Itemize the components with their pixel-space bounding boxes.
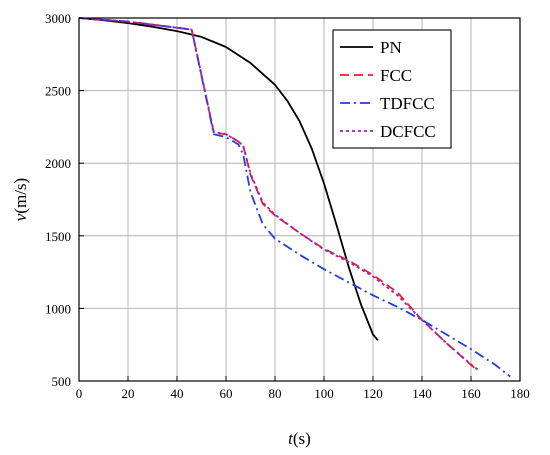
y-tick-label: 1500 xyxy=(45,229,71,244)
y-tick-label: 2500 xyxy=(45,84,71,99)
x-tick-label: 80 xyxy=(269,386,282,401)
y-tick-label: 3000 xyxy=(45,11,71,26)
x-tick-label: 140 xyxy=(412,386,432,401)
x-tick-label: 20 xyxy=(122,386,135,401)
series-line-pn xyxy=(78,17,379,341)
series-line-tdfcc xyxy=(78,17,511,378)
x-tick-label: 0 xyxy=(76,386,83,401)
x-axis-label: t(s) xyxy=(288,429,311,448)
plot-area-frame xyxy=(78,17,521,382)
y-tick-label: 2000 xyxy=(45,156,71,171)
grid-lines xyxy=(79,18,520,381)
x-tick-label: 60 xyxy=(220,386,233,401)
legend-label-fcc: FCC xyxy=(380,66,412,85)
x-tick-label: 160 xyxy=(461,386,481,401)
x-tick-label: 40 xyxy=(171,386,184,401)
y-axis-label: v(m/s) xyxy=(11,178,30,221)
series-line-dcfcc xyxy=(78,17,479,371)
x-tick-label: 180 xyxy=(510,386,530,401)
y-tick-label: 500 xyxy=(52,374,72,389)
legend-box xyxy=(332,29,452,149)
legend-label-dcfcc: DCFCC xyxy=(380,122,436,141)
legend-label-tdfcc: TDFCC xyxy=(380,94,435,113)
y-tick-label: 1000 xyxy=(45,301,71,316)
series-layer xyxy=(78,17,511,378)
axis-ticks: 0 20 40 60 80 100 120 140 160 180 500 1000 1500 2000 2… xyxy=(45,11,530,401)
x-tick-label: 100 xyxy=(314,386,334,401)
legend-label-pn: PN xyxy=(380,38,402,57)
legend: PN FCC TDFCC DCFCC xyxy=(332,29,452,149)
x-tick-label: 120 xyxy=(363,386,383,401)
